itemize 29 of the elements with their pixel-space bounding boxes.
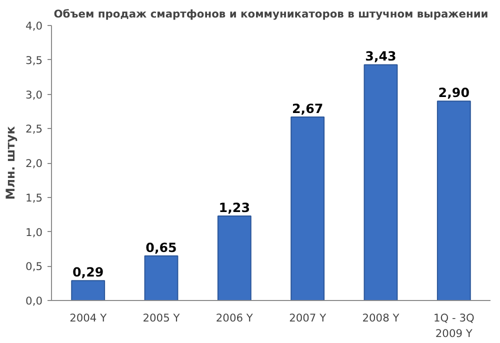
x-tick-label: 2005 Y	[142, 312, 180, 324]
y-tick-label: 1,5	[26, 191, 43, 204]
y-tick-label: 1,0	[26, 226, 43, 239]
bar	[364, 64, 398, 300]
data-label: 3,43	[365, 48, 396, 64]
y-tick-label: 0,5	[26, 260, 43, 274]
chart-title: Объем продаж смартфонов и коммуникаторов в штучном выражении	[54, 8, 488, 20]
data-label: 2,90	[438, 85, 470, 100]
data-label: 2,67	[292, 100, 324, 116]
bar	[144, 255, 178, 300]
x-tick-label: 1Q - 3Q 2009 Y	[433, 312, 474, 340]
bar	[71, 280, 106, 300]
bar	[217, 215, 252, 300]
bar	[436, 100, 471, 300]
x-tick-label: 2007 Y	[289, 312, 327, 324]
x-tick-label: 2004 Y	[70, 312, 108, 324]
y-tick-label: 3,0	[26, 88, 43, 102]
data-label: 0,29	[72, 264, 104, 280]
data-label: 1,23	[218, 200, 250, 215]
y-tick-label: 0,0	[26, 294, 43, 308]
y-axis-title: Млн. штук	[4, 126, 18, 200]
y-tick-label: 4,0	[26, 20, 43, 32]
data-label: 0,65	[146, 240, 177, 255]
x-tick-label: 2008 Y	[362, 312, 400, 324]
x-tick-label: 2006 Y	[216, 312, 254, 324]
y-tick-label: 2,5	[26, 122, 43, 136]
y-tick-label: 2,0	[26, 157, 43, 170]
y-tick-label: 3,5	[26, 54, 43, 67]
bar	[290, 116, 325, 300]
